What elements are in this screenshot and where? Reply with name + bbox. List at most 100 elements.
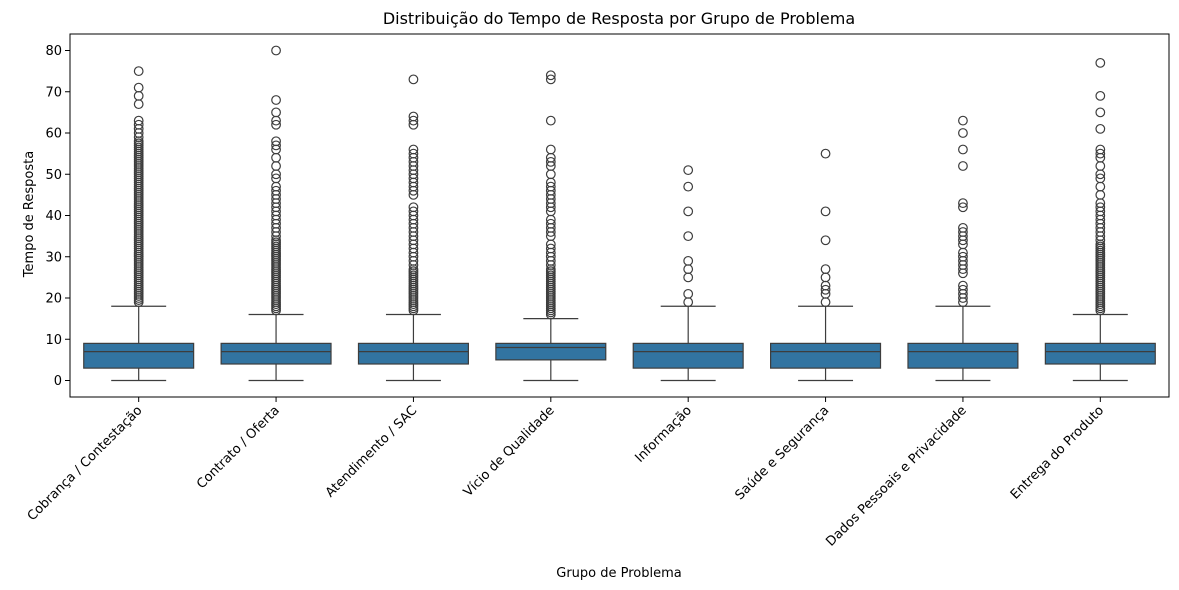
outlier-point	[408, 111, 419, 122]
outlier-point	[133, 119, 144, 130]
outlier-point	[545, 181, 556, 192]
outlier-point	[545, 115, 556, 126]
outlier-point	[545, 144, 556, 155]
plot-area: 0 10 20 30 40 50 60 70 80 Cobrança / Contestação C…	[25, 33, 1170, 550]
outlier-point	[683, 165, 694, 176]
outlier-point	[271, 185, 281, 196]
outlier-point	[545, 218, 556, 229]
outlier-point	[958, 161, 968, 171]
outlier-point	[683, 255, 694, 266]
x-tick-label: Atendimento / SAC	[323, 403, 420, 500]
outlier-point	[1095, 123, 1106, 134]
x-tick-label: Vício de Qualidade	[461, 403, 558, 500]
x-tick-label: Contrato / Oferta	[194, 403, 283, 492]
outlier-point	[1095, 90, 1106, 101]
outlier-point	[408, 148, 419, 159]
outlier-point	[271, 45, 281, 56]
box-iqr	[907, 342, 1019, 369]
outlier-point	[545, 156, 556, 167]
outlier-point	[958, 128, 968, 138]
outlier-point	[958, 251, 968, 262]
outlier-point	[683, 231, 694, 242]
outlier-point	[133, 115, 144, 126]
outlier-point	[1095, 161, 1106, 171]
y-tick-label: 40	[45, 209, 62, 224]
outlier-point	[1095, 148, 1106, 159]
outlier-point	[820, 264, 831, 275]
outlier-point	[820, 272, 831, 283]
outlier-point	[1095, 173, 1106, 184]
outlier-point	[958, 222, 968, 233]
outlier-point	[958, 202, 968, 213]
outlier-point	[271, 95, 281, 105]
box-iqr	[83, 342, 195, 369]
outlier-point	[1095, 202, 1106, 213]
outlier-point	[958, 227, 968, 237]
outlier-point	[408, 202, 419, 213]
y-tick-label: 30	[45, 250, 62, 265]
outlier-point	[545, 243, 556, 254]
outlier-point	[1095, 189, 1106, 200]
x-tick-label: Cobrança / Contestação	[25, 403, 146, 524]
outlier-point	[271, 119, 281, 130]
box-iqr	[770, 342, 882, 369]
outlier-point	[133, 90, 144, 101]
outlier-point	[271, 107, 281, 118]
plot-frame	[69, 33, 1170, 398]
outlier-point	[958, 280, 968, 291]
outlier-point	[683, 264, 694, 275]
box-iqr	[220, 342, 332, 365]
outlier-point	[958, 144, 968, 155]
y-axis-label: Tempo de Resposta	[22, 151, 37, 278]
outlier-point	[958, 284, 968, 295]
box-iqr	[632, 342, 744, 369]
outlier-point	[683, 206, 694, 217]
outlier-point	[820, 284, 831, 295]
outlier-point	[408, 206, 419, 217]
outlier-point	[408, 74, 419, 85]
x-tick-label: Saúde e Segurança	[732, 403, 832, 503]
outlier-point	[1095, 181, 1106, 192]
y-tick-label: 70	[45, 85, 62, 100]
box-iqr	[1044, 342, 1156, 365]
outlier-point	[958, 115, 968, 126]
outlier-point	[408, 115, 419, 126]
outlier-point	[133, 66, 144, 77]
outlier-point	[1095, 107, 1106, 118]
outlier-point	[820, 206, 831, 217]
outlier-point	[820, 148, 831, 159]
outlier-point	[271, 173, 281, 184]
outlier-point	[683, 272, 694, 283]
outlier-point	[133, 82, 144, 93]
outlier-point	[408, 144, 419, 155]
outlier-point	[271, 140, 281, 151]
outlier-point	[958, 198, 968, 209]
outlier-point	[820, 297, 831, 308]
x-axis-label: Grupo de Problema	[556, 566, 682, 581]
y-tick-label: 10	[45, 333, 62, 348]
y-tick-label: 20	[45, 292, 62, 307]
y-tick-label: 60	[45, 127, 62, 142]
outlier-point	[820, 235, 831, 246]
outlier-point	[1095, 144, 1106, 155]
x-tick-label: Dados Pessoais e Privacidade	[823, 403, 969, 549]
x-tick-label: Informação	[632, 403, 695, 466]
y-tick-label: 80	[45, 44, 62, 59]
outlier-point	[271, 152, 281, 163]
outlier-point	[545, 74, 556, 85]
chart-title: Distribuição do Tempo de Resposta por Gr…	[383, 9, 855, 28]
outlier-point	[545, 70, 556, 81]
outlier-point	[133, 99, 144, 110]
outlier-point	[1095, 57, 1106, 68]
box-iqr	[495, 342, 607, 361]
outlier-point	[545, 169, 556, 180]
y-tick-label: 50	[45, 168, 62, 183]
outlier-point	[271, 161, 281, 171]
outlier-point	[683, 181, 694, 192]
outlier-point	[271, 136, 281, 147]
y-tick-label: 0	[54, 374, 62, 389]
outlier-point	[683, 297, 694, 308]
outlier-point	[683, 288, 694, 299]
box-iqr	[357, 342, 469, 365]
